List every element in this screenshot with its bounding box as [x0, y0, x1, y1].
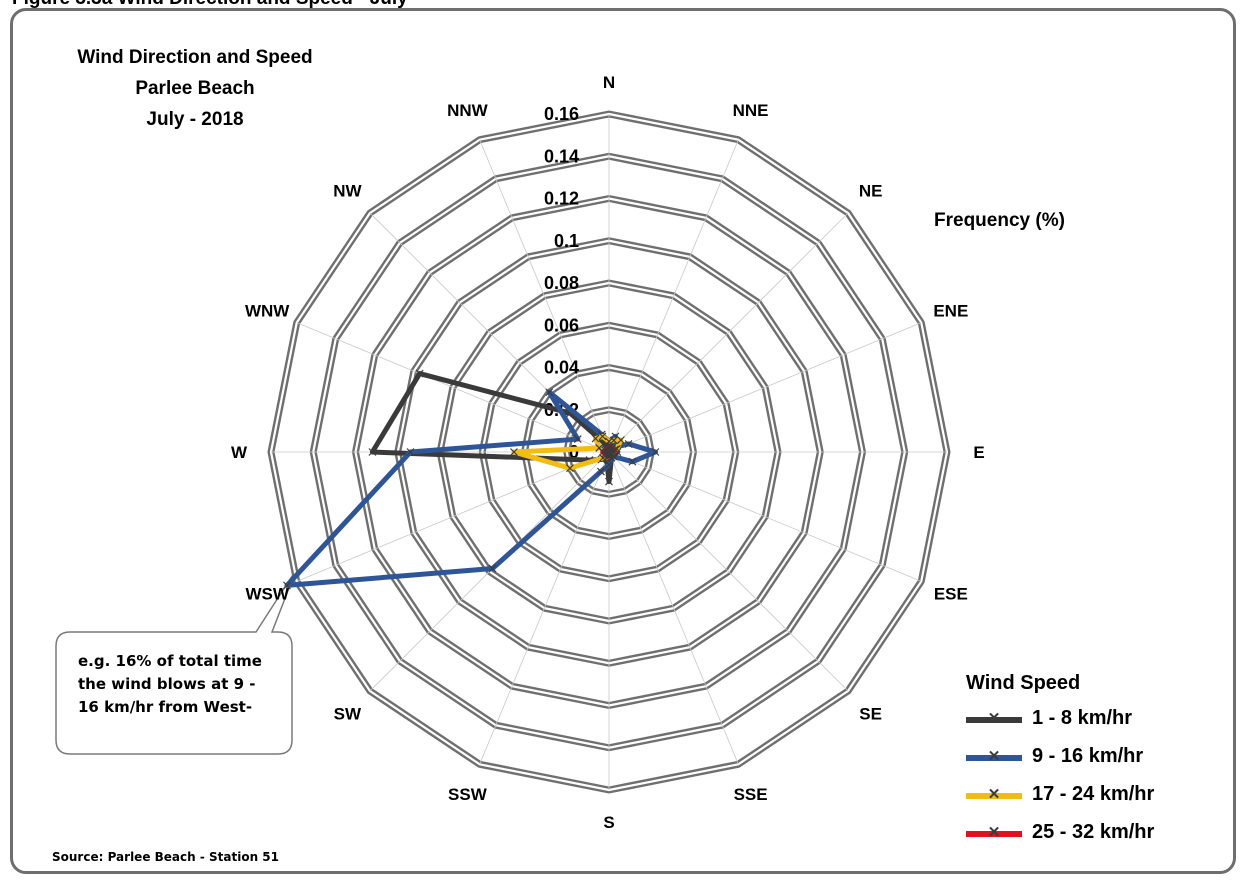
- axis-label: Frequency (%): [934, 210, 1065, 231]
- direction-label: ESE: [934, 585, 968, 604]
- direction-label: ENE: [933, 301, 968, 320]
- legend-item: ✕ 9 - 16 km/hr: [966, 739, 1143, 777]
- x-marker-icon: ✕: [987, 710, 1001, 727]
- callout-bubble: [55, 569, 297, 755]
- data-point: [415, 369, 424, 378]
- direction-label: SSE: [734, 785, 768, 804]
- legend-label: 17 - 24 km/hr: [1032, 783, 1155, 805]
- data-point: [406, 448, 415, 456]
- tick-label: 0.08: [544, 273, 579, 293]
- tick-label: 0: [569, 442, 579, 462]
- data-point: [566, 464, 574, 473]
- legend-label: 1 - 8 km/hr: [1032, 707, 1133, 729]
- data-point: [488, 564, 497, 573]
- spoke-line: [608, 451, 849, 692]
- subtitle-line: July - 2018: [146, 109, 244, 130]
- spoke-line: [296, 322, 610, 453]
- data-point: [605, 460, 613, 469]
- data-point: [596, 467, 605, 476]
- data-point: [624, 439, 633, 448]
- spoke-line: [296, 451, 610, 582]
- legend-item: ✕ 25 - 32 km/hr: [966, 815, 1154, 853]
- spoke-line: [479, 139, 610, 453]
- direction-label: SW: [334, 705, 362, 724]
- data-point: [368, 448, 377, 456]
- spoke-line: [608, 322, 922, 453]
- direction-label: W: [231, 443, 248, 462]
- data-point: [591, 434, 600, 443]
- direction-label: WSW: [245, 585, 289, 604]
- spoke-line: [608, 212, 849, 453]
- tick-label: 0.16: [544, 104, 579, 124]
- subtitle-line: Parlee Beach: [135, 78, 255, 99]
- direction-label: S: [603, 813, 614, 832]
- legend: Wind Speed ✕ 1 - 8 km/hr ✕ 9 - 16 km/hr …: [966, 672, 1154, 853]
- direction-label: E: [973, 443, 984, 462]
- data-point: [628, 457, 637, 466]
- tick-label: 0.14: [544, 146, 579, 166]
- spoke-line: [608, 139, 739, 453]
- data-point: [545, 388, 554, 397]
- data-point: [510, 448, 518, 456]
- legend-item: ✕ 1 - 8 km/hr: [966, 701, 1132, 739]
- chart-title: Wind Direction and Speed Parlee Beach Ju…: [40, 42, 350, 135]
- x-marker-icon: ✕: [987, 786, 1001, 803]
- x-marker-icon: ✕: [987, 824, 1001, 841]
- direction-label: SE: [859, 705, 882, 724]
- direction-label: NNE: [733, 101, 769, 120]
- direction-label: SSW: [448, 785, 488, 804]
- legend-item: ✕ 17 - 24 km/hr: [966, 777, 1154, 815]
- tick-label: 0.1: [554, 231, 579, 251]
- source-note: Source: Parlee Beach - Station 51: [52, 850, 279, 864]
- legend-swatch: [966, 831, 1022, 837]
- spoke-line: [608, 451, 739, 765]
- data-point: [598, 432, 607, 441]
- series-line: [284, 389, 658, 588]
- legend-swatch: [966, 793, 1022, 799]
- figure-caption: Figure 3.3a Wind Direction and Speed - J…: [0, 0, 1243, 8]
- direction-labels: N NNE NE ENE E ESE SE SSE S SSW SW WSW W WNW NW NNW: [231, 73, 985, 832]
- callout-box: [55, 569, 297, 755]
- tick-label: 0.06: [544, 315, 579, 335]
- x-marker-icon: ✕: [987, 748, 1001, 765]
- legend-swatch: [966, 755, 1022, 761]
- data-point: [617, 436, 625, 444]
- direction-label: WNW: [245, 301, 290, 320]
- legend-label: 9 - 16 km/hr: [1032, 745, 1144, 767]
- tick-label: 0.04: [544, 358, 579, 378]
- legend-title: Wind Speed: [966, 672, 1081, 694]
- data-point: [609, 436, 618, 445]
- spoke-line: [608, 451, 922, 582]
- radial-tick-labels: 00.020.040.060.080.10.120.140.16: [544, 104, 579, 462]
- data-series: [283, 369, 660, 590]
- legend-swatch: [966, 717, 1022, 723]
- title-line: Wind Direction and Speed: [77, 47, 313, 68]
- callout-text: e.g. 16% of total time the wind blows at…: [78, 652, 262, 716]
- direction-label: NE: [859, 181, 883, 200]
- data-point: [651, 448, 660, 456]
- data-point: [605, 477, 613, 486]
- data-point: [283, 581, 291, 590]
- legend-label: 25 - 32 km/hr: [1032, 821, 1155, 843]
- direction-label: NW: [333, 181, 362, 200]
- direction-spokes: [271, 114, 947, 790]
- data-point: [573, 435, 582, 443]
- direction-label: NNW: [447, 101, 489, 120]
- data-point: [602, 445, 610, 453]
- direction-label: N: [603, 73, 615, 92]
- spoke-line: [479, 451, 610, 765]
- tick-label: 0.12: [544, 189, 579, 209]
- data-point: [604, 446, 613, 454]
